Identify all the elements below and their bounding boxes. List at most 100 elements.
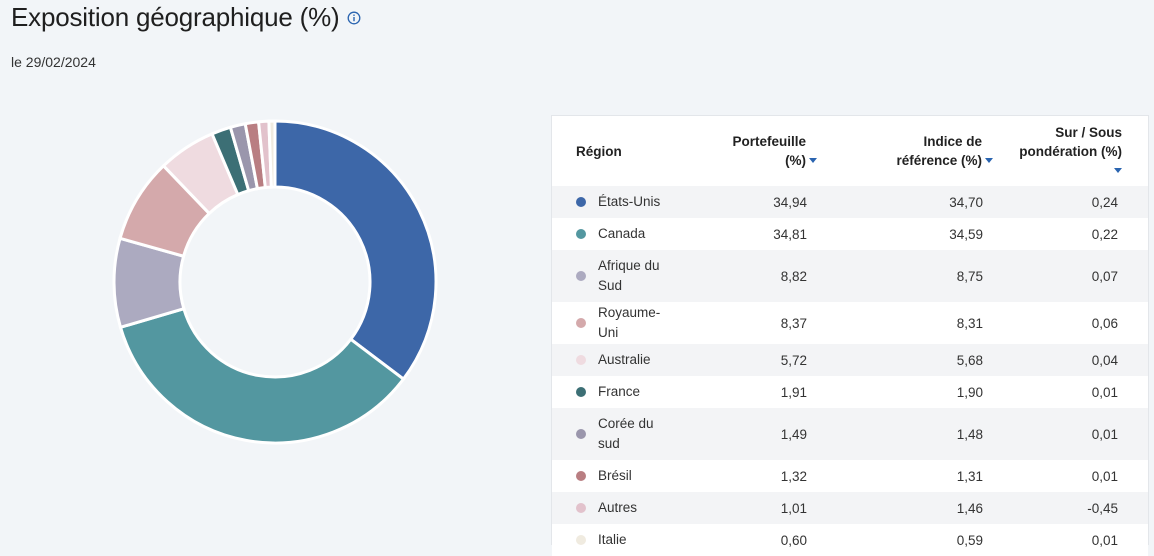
col-header-over-under[interactable]: Sur / Sous pondération (%): [1009, 116, 1148, 186]
over-under-value: 0,01: [1091, 532, 1118, 548]
over-under-value: 0,24: [1091, 194, 1118, 210]
table-row: Italie 0,60 0,59 0,01: [552, 524, 1148, 556]
donut-slice-italie[interactable]: [267, 119, 277, 189]
benchmark-value: 1,90: [956, 384, 983, 400]
benchmark-value: 34,59: [949, 226, 983, 242]
region-cell-inner: Royaume-Uni: [576, 303, 706, 343]
benchmark-value: 8,75: [956, 268, 983, 284]
as-of-date: le 29/02/2024: [11, 54, 96, 70]
legend-dot-icon: [576, 503, 586, 513]
table-row: Canada 34,81 34,59 0,22: [552, 218, 1148, 250]
over-under-value: -0,45: [1087, 500, 1118, 516]
portfolio-value: 1,91: [780, 384, 808, 400]
region-cell-inner: Autres: [576, 498, 706, 518]
region-cell-inner: Corée du sud: [576, 414, 706, 454]
over-under-value: 0,01: [1091, 426, 1118, 442]
benchmark-value: 34,70: [949, 194, 983, 210]
over-under-value: 0,04: [1091, 352, 1118, 368]
region-cell: Canada: [552, 218, 707, 250]
benchmark-value: 8,31: [956, 315, 983, 331]
over-under-value: 0,01: [1091, 384, 1118, 400]
region-cell-inner: États-Unis: [576, 192, 706, 212]
portfolio-value: 8,82: [780, 268, 808, 284]
region-cell-inner: France: [576, 382, 706, 402]
col-header-benchmark-label: Indice de référence (%): [896, 134, 982, 168]
table-row: Royaume-Uni 8,37 8,31 0,06: [552, 302, 1148, 344]
portfolio-value: 1,01: [780, 500, 808, 516]
sort-caret-icon[interactable]: [1114, 167, 1122, 173]
region-cell-inner: Italie: [576, 530, 706, 550]
col-header-portfolio[interactable]: Portefeuille (%): [707, 116, 834, 186]
col-header-portfolio-label: Portefeuille (%): [732, 134, 807, 168]
table-row: Afrique du Sud 8,82 8,75 0,07: [552, 250, 1148, 302]
benchmark-value: 1,31: [956, 468, 983, 484]
region-cell: États-Unis: [552, 186, 707, 218]
legend-dot-icon: [576, 535, 586, 545]
sort-caret-icon[interactable]: [809, 158, 818, 163]
table-row: France 1,91 1,90 0,01: [552, 376, 1148, 408]
region-name: Corée du sud: [598, 416, 654, 451]
table-row: Autres 1,01 1,46 -0,45: [552, 492, 1148, 524]
region-cell: France: [552, 376, 707, 408]
portfolio-value: 1,49: [780, 426, 808, 442]
legend-dot-icon: [576, 355, 586, 365]
portfolio-value: 1,32: [780, 468, 808, 484]
info-icon[interactable]: [347, 11, 361, 25]
legend-dot-icon: [576, 271, 586, 281]
donut-chart: [110, 117, 440, 447]
table-row: Brésil 1,32 1,31 0,01: [552, 460, 1148, 492]
exposure-table: Région Portefeuille (%) Indice de référe…: [552, 116, 1148, 556]
over-under-value: 0,22: [1091, 226, 1118, 242]
region-cell: Autres: [552, 492, 707, 524]
region-cell: Corée du sud: [552, 408, 707, 460]
table-row: États-Unis 34,94 34,70 0,24: [552, 186, 1148, 218]
legend-dot-icon: [576, 318, 586, 328]
over-under-value: 0,06: [1091, 315, 1118, 331]
page-title: Exposition géographique (%): [11, 2, 340, 32]
over-under-value: 0,01: [1091, 468, 1118, 484]
region-cell: Italie: [552, 524, 707, 556]
over-under-value: 0,07: [1091, 268, 1118, 284]
region-name: Brésil: [598, 468, 632, 483]
donut-slice-canada[interactable]: [118, 306, 406, 445]
table-row: Australie 5,72 5,68 0,04: [552, 344, 1148, 376]
region-cell: Royaume-Uni: [552, 302, 707, 344]
legend-dot-icon: [576, 197, 586, 207]
region-name: Afrique du Sud: [598, 258, 660, 293]
legend-dot-icon: [576, 387, 586, 397]
region-cell-inner: Brésil: [576, 466, 706, 486]
donut-slice--tats-unis[interactable]: [273, 119, 438, 382]
region-cell: Australie: [552, 344, 707, 376]
portfolio-value: 5,72: [780, 352, 808, 368]
portfolio-value: 8,37: [780, 315, 808, 331]
legend-dot-icon: [576, 471, 586, 481]
region-cell-inner: Australie: [576, 350, 706, 370]
region-cell-inner: Afrique du Sud: [576, 256, 706, 296]
benchmark-value: 1,46: [956, 500, 983, 516]
region-name: Royaume-Uni: [598, 305, 661, 340]
sort-caret-icon[interactable]: [985, 158, 993, 163]
col-header-benchmark[interactable]: Indice de référence (%): [833, 116, 1009, 186]
region-cell-inner: Canada: [576, 224, 706, 244]
donut-chart-svg: [112, 119, 438, 445]
portfolio-value: 0,60: [780, 532, 808, 548]
region-name: France: [598, 384, 641, 399]
legend-dot-icon: [576, 229, 586, 239]
exposure-table-card: Région Portefeuille (%) Indice de référe…: [551, 115, 1149, 556]
portfolio-value: 34,81: [773, 226, 808, 242]
region-name: Italie: [598, 532, 627, 547]
table-header-row: Région Portefeuille (%) Indice de référe…: [552, 116, 1148, 186]
legend-dot-icon: [576, 429, 586, 439]
col-header-over-under-label: Sur / Sous pondération (%): [1019, 124, 1122, 159]
col-header-region: Région: [576, 143, 622, 159]
benchmark-value: 1,48: [956, 426, 983, 442]
region-cell: Afrique du Sud: [552, 250, 707, 302]
portfolio-value: 34,94: [773, 194, 808, 210]
title-row: Exposition géographique (%): [11, 2, 361, 33]
region-name: Australie: [598, 352, 651, 367]
region-name: Autres: [598, 500, 638, 515]
table-row: Corée du sud 1,49 1,48 0,01: [552, 408, 1148, 460]
region-name: États-Unis: [598, 194, 661, 209]
benchmark-value: 0,59: [956, 532, 983, 548]
table-body: États-Unis 34,94 34,70 0,24 Canada 34,81 34,59…: [552, 186, 1148, 556]
